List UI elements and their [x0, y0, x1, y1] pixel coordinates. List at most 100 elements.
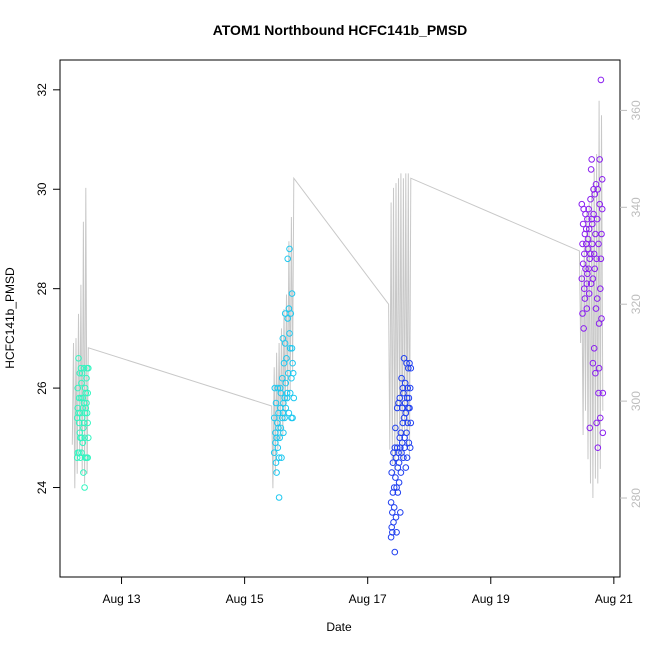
data-point [286, 345, 294, 352]
data-point [581, 250, 588, 258]
data-point [389, 529, 396, 536]
data-point [581, 285, 588, 293]
x-axis-title: Date [326, 620, 352, 634]
data-point [401, 379, 409, 387]
x-axis: Aug 13 Aug 15 Aug 17 Aug 19 Aug 21 [103, 576, 633, 606]
chart-title: ATOM1 Northbound HCFC141b_PMSD [213, 22, 468, 38]
data-point [278, 414, 286, 422]
data-point [403, 429, 410, 437]
data-point [387, 499, 395, 506]
data-point [593, 419, 600, 427]
data-point [392, 474, 399, 481]
data-point [273, 469, 280, 476]
x-tick-label: Aug 13 [103, 592, 141, 606]
data-point [286, 389, 294, 397]
x-tick-label: Aug 17 [349, 592, 387, 606]
plot-frame [59, 59, 621, 578]
data-point [591, 265, 599, 273]
data-point [398, 374, 405, 382]
data-point [586, 255, 594, 263]
data-point [78, 379, 85, 387]
data-point [407, 364, 415, 372]
data-point [598, 176, 606, 183]
data-point [289, 369, 297, 377]
data-point [406, 404, 413, 412]
data-point [285, 369, 292, 377]
data-point [83, 399, 90, 407]
data-point [578, 275, 586, 283]
data-point [405, 394, 413, 402]
data-point [392, 424, 399, 432]
data-point [82, 389, 90, 397]
data-point [584, 215, 591, 223]
data-point [581, 295, 589, 302]
data-point [579, 240, 586, 248]
data-point [582, 225, 590, 233]
data-point [593, 295, 601, 302]
y2-tick-label: 300 [629, 391, 643, 411]
y-tick-label: 24 [35, 481, 49, 495]
data-point [283, 394, 291, 402]
data-point [397, 469, 405, 476]
data-point [272, 459, 280, 467]
data-point [270, 449, 278, 457]
data-point [80, 419, 88, 427]
data-point [585, 205, 592, 213]
data-point [390, 504, 398, 511]
data-point [81, 484, 88, 491]
data-point [579, 220, 587, 228]
data-point [275, 494, 283, 501]
data-point [595, 240, 602, 248]
data-point [281, 340, 289, 347]
data-point [586, 424, 594, 432]
data-point [278, 454, 285, 462]
data-point [403, 394, 411, 402]
data-point [272, 399, 280, 407]
data-point [407, 419, 415, 427]
data-point [406, 384, 414, 392]
data-point [78, 449, 85, 457]
data-point [286, 245, 293, 253]
data-point [592, 305, 600, 312]
data-point [584, 245, 592, 253]
data-point [598, 315, 605, 322]
data-point [391, 548, 399, 556]
data-point [404, 419, 412, 427]
data-point [579, 310, 586, 317]
data-point [282, 379, 290, 387]
data-point [593, 215, 601, 223]
data-point [591, 190, 599, 198]
data-point [395, 479, 403, 486]
y-tick-label: 30 [35, 182, 49, 196]
data-point [393, 529, 400, 536]
data-point [77, 394, 85, 402]
data-point [83, 409, 91, 417]
data-point [286, 330, 293, 337]
data-point [597, 285, 604, 293]
data-point [593, 255, 600, 263]
y-tick-label: 26 [35, 381, 49, 395]
data-point [587, 166, 595, 173]
data-point [394, 489, 402, 496]
data-point [584, 235, 592, 243]
data-point [397, 509, 404, 516]
data-point [74, 404, 82, 412]
data-point [85, 364, 92, 372]
data-point [84, 454, 91, 462]
data-point [80, 364, 88, 372]
data-point [276, 434, 284, 442]
data-point [597, 255, 605, 263]
data-point [587, 195, 594, 203]
y2-tick-label: 340 [629, 197, 643, 217]
data-point [83, 374, 90, 382]
data-point [594, 186, 602, 193]
data-point [275, 454, 283, 462]
data-point [597, 414, 604, 422]
data-point [585, 265, 592, 273]
data-point [277, 384, 284, 392]
data-point [590, 210, 597, 218]
y2-tick-label: 280 [629, 488, 643, 508]
y-axis: 24 26 28 30 32 [35, 83, 60, 494]
data-point [392, 454, 400, 462]
